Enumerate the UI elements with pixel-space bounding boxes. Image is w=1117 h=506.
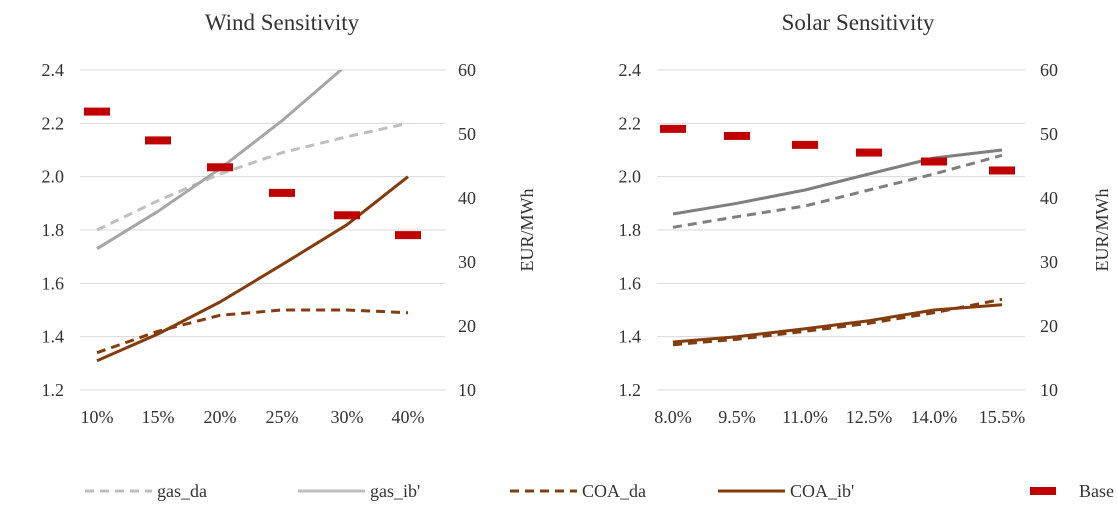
- base-marker: [660, 124, 686, 133]
- coa-ib-line: [672, 303, 1003, 344]
- base-marker: [207, 163, 233, 172]
- gas-da-line: [96, 121, 409, 232]
- base-marker: [724, 131, 750, 140]
- x-tick-label: 30%: [331, 407, 364, 427]
- y-tick-label: 2.0: [42, 167, 65, 187]
- y-tick-label: 2.4: [619, 60, 642, 80]
- chart-legend: gas_da gas_ib' COA_da COA_ib' Base: [85, 481, 1114, 501]
- base-marker: [989, 166, 1015, 175]
- y-tick-label: 1.8: [42, 220, 65, 240]
- y2-tick-label: 40: [1040, 188, 1058, 208]
- x-tick-label: 15.5%: [979, 407, 1026, 427]
- y-tick-label: 2.2: [42, 113, 65, 133]
- x-tick-label: 11.0%: [782, 407, 828, 427]
- wind-sensitivity-panel: Wind Sensitivity 1.2 1.4 1.6 1.8 2.0 2.2 2.4 10 2…: [42, 10, 538, 427]
- y-tick-label: 2.4: [42, 60, 65, 80]
- x-tick-label: 40%: [392, 407, 425, 427]
- base-marker: [856, 148, 882, 157]
- legend-label-gas-ib: gas_ib': [370, 481, 420, 501]
- y2-axis-label: EUR/MWh: [1092, 189, 1112, 272]
- base-marker: [395, 231, 421, 240]
- legend-label-coa-ib: COA_ib': [790, 481, 854, 501]
- coa-da-line: [96, 308, 409, 355]
- y-tick-label: 1.6: [42, 273, 65, 293]
- x-tick-label: 9.5%: [718, 407, 756, 427]
- x-tick-label: 14.0%: [911, 407, 958, 427]
- y2-tick-label: 20: [1040, 316, 1058, 336]
- base-marker: [269, 188, 295, 197]
- x-tick-label: 10%: [81, 407, 114, 427]
- legend-swatch-base: [1030, 487, 1056, 495]
- x-tick-label: 15%: [142, 407, 175, 427]
- chart-title: Wind Sensitivity: [205, 10, 360, 35]
- coa-ib-line: [96, 175, 409, 363]
- y-tick-label: 2.0: [619, 167, 642, 187]
- y-tick-label: 1.2: [42, 380, 65, 400]
- x-tick-label: 8.0%: [654, 407, 692, 427]
- y2-tick-label: 10: [458, 380, 476, 400]
- legend-label-coa-da: COA_da: [582, 481, 646, 501]
- y-tick-label: 1.6: [619, 273, 642, 293]
- gas-ib-line: [96, 70, 344, 250]
- x-tick-label: 25%: [266, 407, 299, 427]
- y2-tick-label: 60: [458, 60, 476, 80]
- base-marker: [145, 136, 171, 145]
- base-marker: [334, 211, 360, 220]
- y2-tick-label: 30: [1040, 252, 1058, 272]
- base-marker: [921, 157, 947, 166]
- y2-tick-label: 40: [458, 188, 476, 208]
- base-marker: [84, 107, 110, 116]
- base-marker: [792, 140, 818, 149]
- gas-ib-line: [672, 148, 1003, 216]
- y2-tick-label: 20: [458, 316, 476, 336]
- y2-tick-label: 50: [1040, 124, 1058, 144]
- x-tick-label: 20%: [204, 407, 237, 427]
- legend-label-base: Base: [1079, 481, 1114, 501]
- chart-title: Solar Sensitivity: [782, 10, 935, 35]
- gas-da-line: [672, 153, 1003, 229]
- y-tick-label: 1.8: [619, 220, 642, 240]
- x-tick-label: 12.5%: [846, 407, 893, 427]
- y-tick-label: 1.2: [619, 380, 642, 400]
- y2-tick-label: 10: [1040, 380, 1058, 400]
- y-tick-label: 1.4: [42, 327, 65, 347]
- y2-axis-label: EUR/MWh: [517, 189, 537, 272]
- y2-tick-label: 60: [1040, 60, 1058, 80]
- y2-tick-label: 30: [458, 252, 476, 272]
- y-tick-label: 2.2: [619, 113, 642, 133]
- y-tick-label: 1.4: [619, 327, 642, 347]
- y2-tick-label: 50: [458, 124, 476, 144]
- solar-sensitivity-panel: Solar Sensitivity 1.2 1.4 1.6 1.8 2.0 2.2 2.4 10…: [619, 10, 1113, 427]
- legend-label-gas-da: gas_da: [157, 481, 207, 501]
